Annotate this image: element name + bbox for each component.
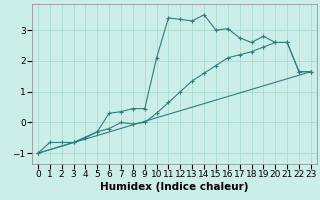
X-axis label: Humidex (Indice chaleur): Humidex (Indice chaleur) xyxy=(100,182,249,192)
